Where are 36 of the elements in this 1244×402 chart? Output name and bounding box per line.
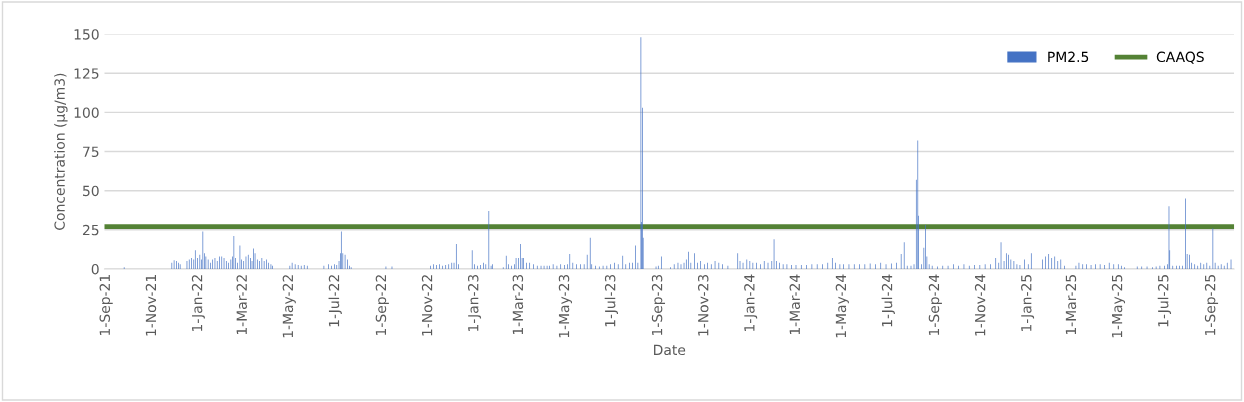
x-tick-label: 1-Sep-21 (99, 275, 113, 335)
x-tick-label: 1-Mar-24 (789, 274, 801, 335)
y-tick-label: 125 (74, 68, 99, 79)
y-tick-label: 150 (74, 29, 99, 40)
x-tick-label: 1-May-25 (1111, 275, 1126, 338)
legend-label: CAAQS (1156, 51, 1204, 64)
y-tick-label: 100 (74, 107, 99, 118)
x-tick-label: 1-Mar-25 (1065, 275, 1077, 335)
x-tick-label: 1-May-24 (835, 274, 849, 338)
x-tick-label: 1-Jan-22 (191, 275, 205, 331)
x-tick-label: 1-May-22 (282, 275, 296, 338)
y-tick-label: 50 (83, 185, 99, 197)
x-tick-label: 1-Jan-23 (467, 274, 482, 331)
x-tick-label: 1-May-23 (558, 274, 572, 338)
y-axis-title: Concentration (µg/m3) (54, 73, 68, 230)
x-tick-label: 1-Sep-24 (928, 274, 942, 335)
x-tick-label: 1-Nov-21 (145, 275, 157, 336)
x-tick-label: 1-Jul-22 (328, 275, 342, 327)
x-tick-label: 1-Sep-25 (1204, 275, 1219, 335)
x-tick-label: 1-Sep-23 (651, 274, 666, 335)
y-tick-label: 25 (82, 224, 99, 236)
x-tick-label: 1-Nov-22 (421, 275, 433, 336)
x-tick-label: 1-Jul-24 (881, 274, 895, 327)
x-tick-label: 1-Nov-24 (974, 274, 986, 336)
y-tick-label: 75 (83, 146, 99, 158)
x-tick-label: 1-Mar-23 (512, 274, 524, 335)
x-axis-title: Date (654, 344, 686, 356)
x-tick-label: 1-Mar-22 (236, 275, 247, 335)
x-tick-label: 1-Jul-23 (604, 274, 619, 327)
x-tick-label: 1-Sep-22 (375, 275, 389, 335)
x-tick-label: 1-Jan-24 (744, 274, 758, 331)
x-tick-label: 1-Nov-23 (697, 274, 709, 336)
x-tick-label: 1-Jul-25 (1157, 275, 1172, 327)
y-tick-label: 0 (91, 263, 99, 275)
legend-label: PM2.5 (1048, 51, 1089, 63)
x-tick-label: 1-Jan-25 (1021, 275, 1035, 331)
